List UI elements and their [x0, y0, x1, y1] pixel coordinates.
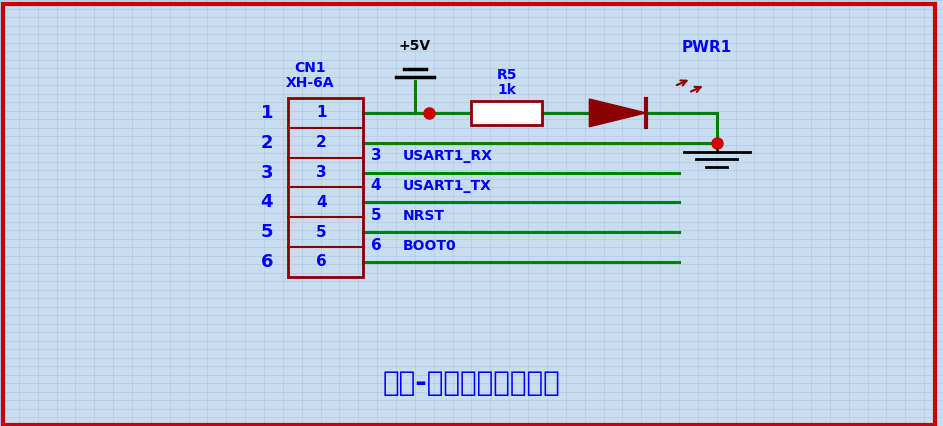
- Text: 3: 3: [260, 164, 273, 181]
- Text: 4: 4: [316, 195, 327, 210]
- Text: 3: 3: [371, 148, 381, 163]
- Text: USART1_RX: USART1_RX: [403, 149, 492, 163]
- Text: USART1_TX: USART1_TX: [403, 179, 491, 193]
- Text: 6: 6: [260, 253, 273, 271]
- Text: 2: 2: [260, 134, 273, 152]
- Text: 5: 5: [260, 223, 273, 241]
- Text: 5: 5: [371, 208, 381, 223]
- Text: R5: R5: [497, 68, 517, 82]
- Text: 1: 1: [260, 104, 273, 122]
- Text: 1: 1: [316, 105, 327, 121]
- Polygon shape: [589, 99, 646, 127]
- Text: 1k: 1k: [497, 83, 517, 97]
- Text: NRST: NRST: [403, 209, 445, 223]
- Text: 3: 3: [316, 165, 327, 180]
- Text: 2: 2: [316, 135, 327, 150]
- Text: 通信-下载模块接口电路: 通信-下载模块接口电路: [383, 369, 560, 397]
- Text: 6: 6: [316, 254, 327, 270]
- Text: +5V: +5V: [399, 39, 431, 53]
- Text: 4: 4: [260, 193, 273, 211]
- Text: 4: 4: [371, 178, 381, 193]
- Text: BOOT0: BOOT0: [403, 239, 456, 253]
- Text: 6: 6: [371, 238, 381, 253]
- Bar: [472, 101, 542, 124]
- Text: PWR1: PWR1: [682, 40, 733, 55]
- Text: CN1: CN1: [294, 60, 326, 75]
- Bar: [288, 98, 363, 277]
- Text: XH-6A: XH-6A: [286, 76, 335, 90]
- Text: 5: 5: [316, 225, 327, 240]
